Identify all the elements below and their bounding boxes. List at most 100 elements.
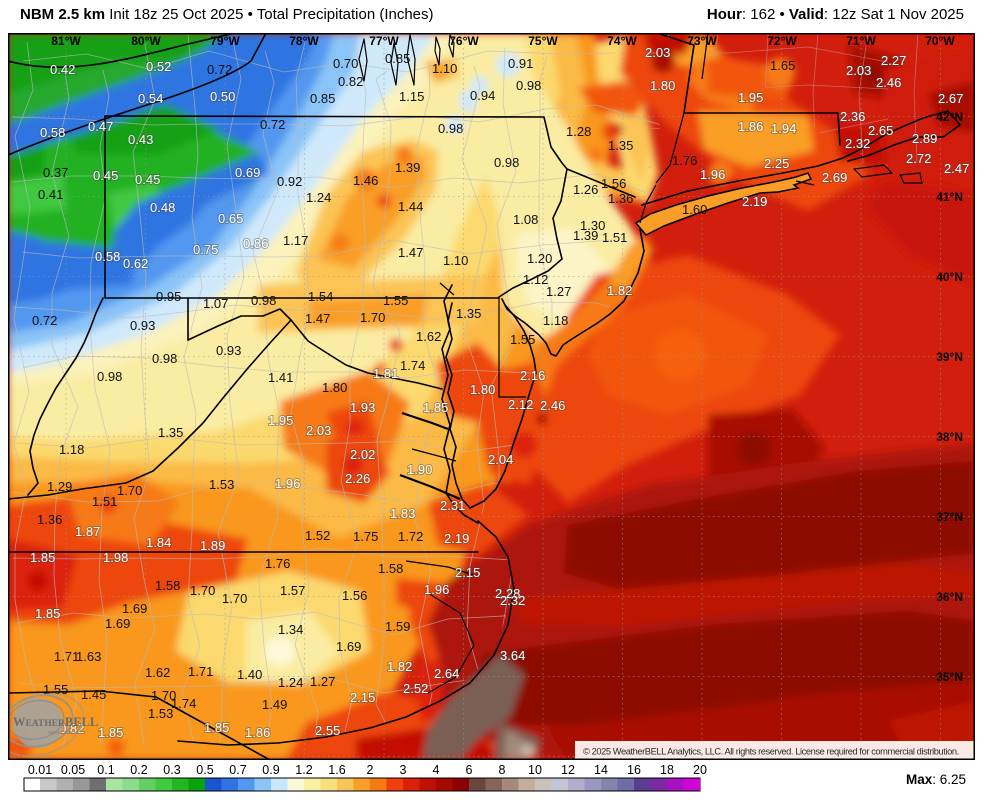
svg-text:0.92: 0.92: [277, 174, 302, 189]
svg-text:1.71: 1.71: [188, 664, 213, 679]
svg-text:12: 12: [561, 763, 575, 777]
svg-text:2: 2: [367, 763, 374, 777]
svg-text:1.35: 1.35: [608, 138, 633, 153]
svg-text:2.67: 2.67: [938, 91, 963, 106]
svg-text:0.72: 0.72: [207, 62, 232, 77]
svg-text:0.45: 0.45: [93, 168, 118, 183]
svg-text:4: 4: [433, 763, 440, 777]
svg-text:0.72: 0.72: [32, 313, 57, 328]
svg-text:1.39: 1.39: [573, 228, 598, 243]
svg-text:2.89: 2.89: [912, 131, 937, 146]
svg-text:2.69: 2.69: [822, 170, 847, 185]
svg-text:1.98: 1.98: [103, 550, 128, 565]
svg-text:0.75: 0.75: [193, 242, 218, 257]
svg-text:1.55: 1.55: [510, 332, 535, 347]
svg-text:1.27: 1.27: [546, 284, 571, 299]
svg-text:1.10: 1.10: [443, 253, 468, 268]
svg-text:0.54: 0.54: [138, 91, 163, 106]
svg-text:1.75: 1.75: [353, 529, 378, 544]
svg-text:0.69: 0.69: [235, 165, 260, 180]
svg-text:1.96: 1.96: [275, 476, 300, 491]
svg-text:0.82: 0.82: [338, 74, 363, 89]
svg-text:1.12: 1.12: [523, 272, 548, 287]
svg-text:WEATHERBELL: WEATHERBELL: [13, 715, 98, 729]
svg-text:74°W: 74°W: [607, 34, 637, 48]
svg-text:1.82: 1.82: [607, 283, 632, 298]
svg-text:1.80: 1.80: [470, 382, 495, 397]
svg-text:16: 16: [627, 763, 641, 777]
svg-text:40°N: 40°N: [936, 270, 963, 284]
svg-text:1.58: 1.58: [155, 578, 180, 593]
svg-text:1.69: 1.69: [105, 616, 130, 631]
svg-text:2.65: 2.65: [868, 123, 893, 138]
svg-text:76°W: 76°W: [449, 34, 479, 48]
svg-text:1.26: 1.26: [573, 182, 598, 197]
svg-text:1.71: 1.71: [54, 649, 79, 664]
svg-text:2.12: 2.12: [508, 397, 533, 412]
svg-text:1.18: 1.18: [59, 442, 84, 457]
svg-text:0.05: 0.05: [61, 763, 85, 777]
svg-text:1.24: 1.24: [306, 190, 331, 205]
svg-text:2.46: 2.46: [540, 398, 565, 413]
svg-text:2.31: 2.31: [440, 498, 465, 513]
svg-text:ANALYTICS LLC: ANALYTICS LLC: [48, 730, 83, 735]
svg-text:0.85: 0.85: [385, 51, 410, 66]
svg-text:2.47: 2.47: [944, 161, 969, 176]
svg-text:1.51: 1.51: [92, 494, 117, 509]
svg-text:0.98: 0.98: [251, 293, 276, 308]
svg-text:18: 18: [660, 763, 674, 777]
svg-text:1.93: 1.93: [350, 400, 375, 415]
svg-text:1.17: 1.17: [283, 233, 308, 248]
svg-text:0.70: 0.70: [333, 56, 358, 71]
svg-text:1.18: 1.18: [543, 313, 568, 328]
svg-text:2.03: 2.03: [306, 423, 331, 438]
svg-text:1.60: 1.60: [682, 202, 707, 217]
svg-text:1.70: 1.70: [117, 483, 142, 498]
svg-text:1.84: 1.84: [146, 535, 171, 550]
svg-text:80°W: 80°W: [131, 34, 161, 48]
svg-text:0.50: 0.50: [210, 89, 235, 104]
svg-text:2.15: 2.15: [455, 565, 480, 580]
svg-text:10: 10: [528, 763, 542, 777]
svg-text:8: 8: [499, 763, 506, 777]
svg-text:1.87: 1.87: [75, 524, 100, 539]
svg-text:0.93: 0.93: [216, 343, 241, 358]
svg-text:1.86: 1.86: [738, 119, 763, 134]
svg-text:20: 20: [693, 763, 707, 777]
svg-text:2.46: 2.46: [876, 75, 901, 90]
svg-text:1.47: 1.47: [398, 245, 423, 260]
svg-text:1.59: 1.59: [385, 619, 410, 634]
svg-text:1.89: 1.89: [200, 538, 225, 553]
svg-text:0.01: 0.01: [28, 763, 52, 777]
svg-text:2.26: 2.26: [345, 471, 370, 486]
svg-text:72°W: 72°W: [767, 34, 797, 48]
svg-text:1.53: 1.53: [148, 706, 173, 721]
svg-text:1.47: 1.47: [305, 311, 330, 326]
svg-text:1.69: 1.69: [122, 601, 147, 616]
svg-text:1.08: 1.08: [513, 212, 538, 227]
svg-text:2.03: 2.03: [645, 45, 670, 60]
svg-text:1.52: 1.52: [305, 528, 330, 543]
svg-text:1.83: 1.83: [390, 506, 415, 521]
svg-text:1.2: 1.2: [295, 763, 312, 777]
svg-text:42°N: 42°N: [936, 110, 963, 124]
svg-text:2.32: 2.32: [500, 593, 525, 608]
svg-text:1.76: 1.76: [672, 153, 697, 168]
svg-text:0.62: 0.62: [123, 256, 148, 271]
svg-text:1.53: 1.53: [209, 477, 234, 492]
svg-text:1.39: 1.39: [395, 160, 420, 175]
svg-text:0.86: 0.86: [243, 236, 268, 251]
svg-text:1.44: 1.44: [398, 199, 423, 214]
svg-text:1.94: 1.94: [771, 121, 796, 136]
svg-text:0.7: 0.7: [229, 763, 246, 777]
svg-text:0.48: 0.48: [150, 200, 175, 215]
svg-text:0.98: 0.98: [97, 369, 122, 384]
svg-text:1.27: 1.27: [310, 674, 335, 689]
svg-text:0.37: 0.37: [43, 165, 68, 180]
svg-text:Max: 6.25: Max: 6.25: [906, 772, 966, 787]
svg-text:2.15: 2.15: [350, 690, 375, 705]
svg-text:1.29: 1.29: [47, 479, 72, 494]
svg-text:1.70: 1.70: [190, 583, 215, 598]
svg-text:1.82: 1.82: [387, 659, 412, 674]
svg-text:0.58: 0.58: [95, 249, 120, 264]
